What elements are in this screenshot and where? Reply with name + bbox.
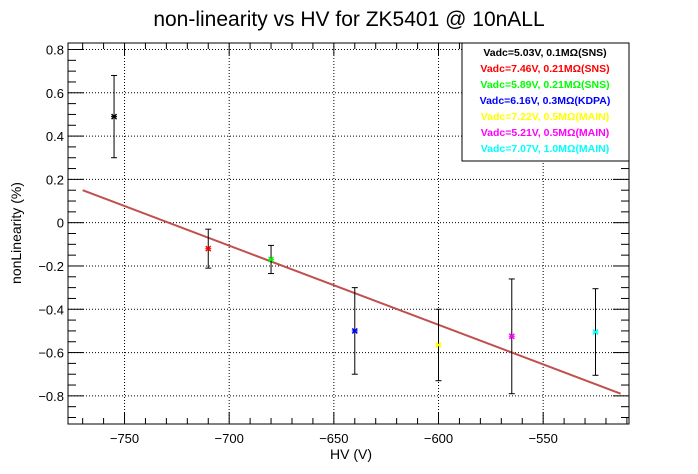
y-tick-label: 0.6: [46, 86, 64, 101]
legend-entry: Vadc=5.21V, 0.5MΩ(MAIN): [481, 127, 610, 139]
legend-entry: Vadc=6.16V, 0.3MΩ(KDPA): [480, 95, 611, 107]
legend-entry: Vadc=7.22V, 0.5MΩ(MAIN): [481, 111, 610, 123]
x-tick-label: −550: [529, 431, 558, 446]
legend-entries: Vadc=5.03V, 0.1MΩ(SNS) Vadc=7.46V, 0.21MΩ…: [480, 47, 611, 155]
data-point: [268, 244, 275, 275]
legend: Vadc=5.03V, 0.1MΩ(SNS) Vadc=7.46V, 0.21MΩ…: [461, 42, 630, 162]
chart-title: non-linearity vs HV for ZK5401 @ 10nALL: [153, 8, 544, 31]
legend-entry: Vadc=5.03V, 0.1MΩ(SNS): [483, 47, 606, 59]
y-axis-label: nonLinearity (%): [8, 182, 24, 284]
data-point: [592, 288, 599, 376]
y-tick-labels: −0.8 −0.6 −0.4 −0.2 0 0.2 0.4 0.6 0.8: [38, 42, 64, 403]
y-tick-label: 0.2: [46, 172, 64, 187]
y-tick-label: −0.6: [38, 346, 64, 361]
legend-entry: Vadc=7.46V, 0.21MΩ(SNS): [480, 63, 609, 75]
data-point: [205, 228, 212, 269]
x-tick-label: −700: [215, 431, 244, 446]
data-point: [351, 287, 358, 375]
x-tick-label: −600: [424, 431, 453, 446]
fit-line-group: [82, 189, 621, 395]
data-point: [435, 308, 442, 382]
y-tick-label: −0.4: [38, 302, 64, 317]
x-tick-label: −750: [110, 431, 139, 446]
y-tick-label: 0: [57, 216, 64, 231]
legend-box: [461, 42, 630, 162]
data-point: [111, 74, 118, 159]
x-tick-labels: −750 −700 −650 −600 −550: [110, 431, 558, 446]
data-points: [111, 74, 599, 395]
grid: [68, 43, 629, 424]
x-axis-label: HV (V): [330, 446, 372, 462]
legend-entry: Vadc=5.89V, 0.21MΩ(SNS): [480, 79, 609, 91]
x-tick-label: −650: [319, 431, 348, 446]
y-tick-label: −0.2: [38, 259, 64, 274]
y-tick-label: −0.8: [38, 389, 64, 404]
y-tick-label: 0.8: [46, 42, 64, 57]
y-tick-label: 0.4: [46, 129, 64, 144]
data-point: [508, 278, 515, 395]
legend-entry: Vadc=7.07V, 1.0MΩ(MAIN): [481, 143, 610, 155]
fit-line: [82, 189, 621, 395]
